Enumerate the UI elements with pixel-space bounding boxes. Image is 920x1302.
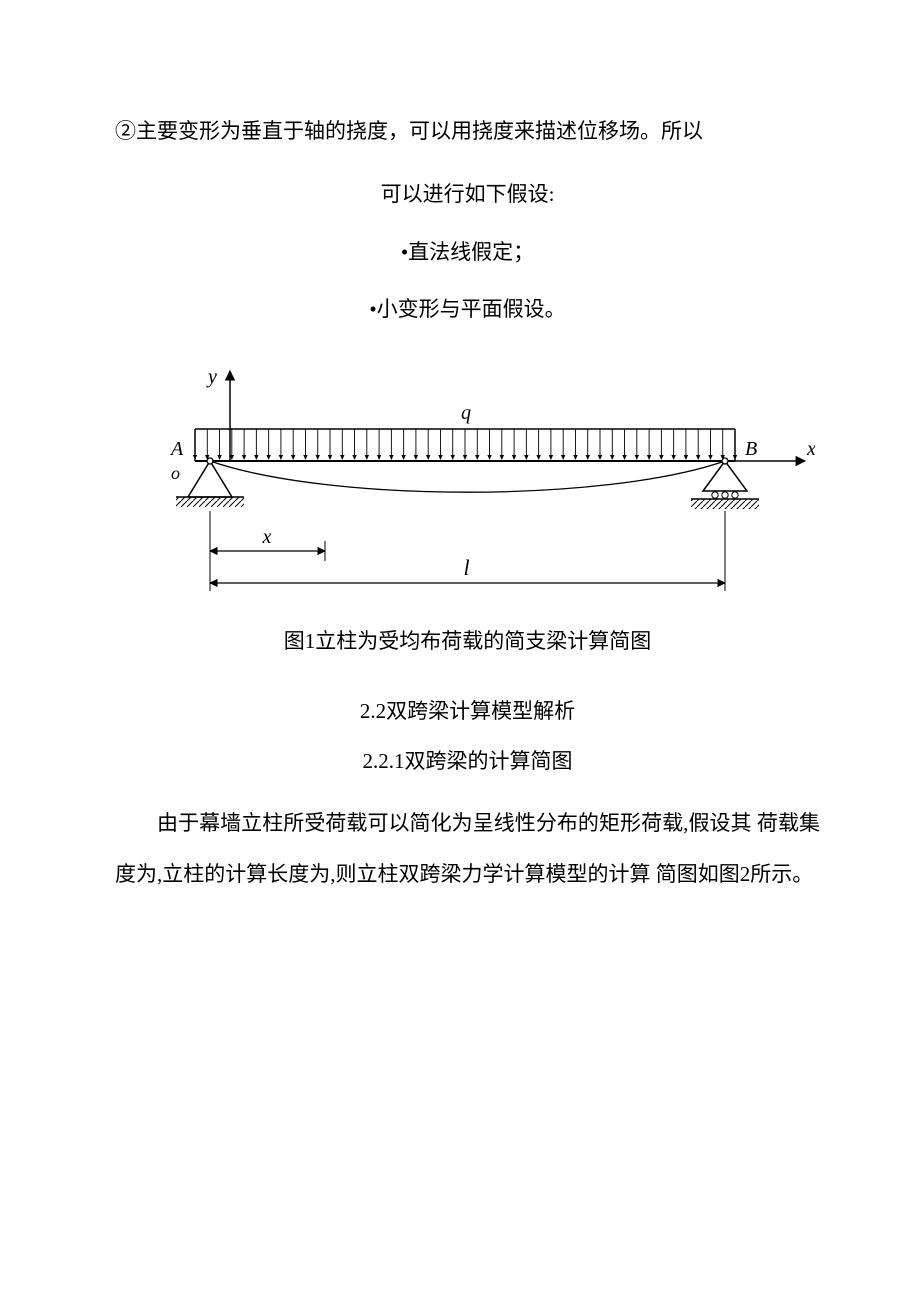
svg-text:q: q bbox=[461, 402, 471, 424]
figure-1-caption: 图1立柱为受均布荷载的简支梁计算简图 bbox=[115, 625, 820, 659]
line-1: ②主要变形为垂直于轴的挠度，可以用挠度来描述位移场。所以 bbox=[115, 110, 820, 152]
bullet-2: •小变形与平面假设。 bbox=[115, 293, 820, 327]
svg-text:x: x bbox=[262, 526, 272, 548]
figure-1: y x q Ao Bx l bbox=[115, 351, 820, 622]
section-2-2-title: 2.2双跨梁计算模型解析 bbox=[115, 695, 820, 729]
assumption-lead: 可以进行如下假设: bbox=[115, 178, 820, 212]
svg-text:o: o bbox=[171, 463, 180, 483]
svg-text:A: A bbox=[169, 438, 184, 460]
bullet-1: •直法线假定； bbox=[115, 236, 820, 270]
page: ②主要变形为垂直于轴的挠度，可以用挠度来描述位移场。所以 可以进行如下假设: •… bbox=[0, 0, 920, 899]
svg-text:x: x bbox=[806, 438, 815, 460]
svg-text:l: l bbox=[464, 555, 470, 580]
body-paragraph: 由于幕墙立柱所受荷载可以简化为呈线性分布的矩形荷载,假设其 荷载集度为,立柱的计… bbox=[115, 798, 820, 899]
section-2-2-1-title: 2.2.1双跨梁的计算简图 bbox=[115, 745, 820, 779]
svg-text:B: B bbox=[745, 438, 757, 460]
svg-text:y: y bbox=[206, 366, 217, 388]
beam-diagram: y x q Ao Bx l bbox=[115, 351, 815, 611]
